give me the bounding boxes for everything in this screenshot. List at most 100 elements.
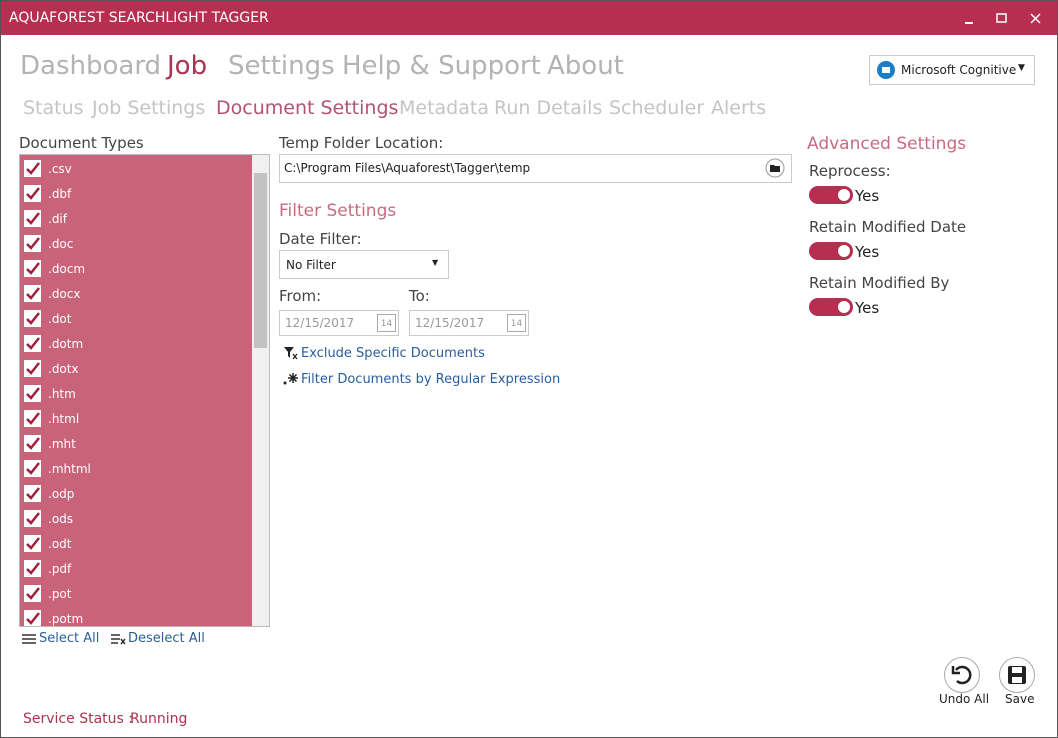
checkbox[interactable]: [24, 535, 41, 552]
check-mark: [26, 612, 40, 625]
deselect-all-icon: [111, 634, 126, 645]
document-type-label: .csv: [48, 162, 72, 176]
checkbox[interactable]: [24, 235, 41, 252]
undo-button[interactable]: [944, 657, 980, 693]
field-label: To:: [409, 287, 430, 305]
regex-icon: [283, 373, 298, 385]
checkbox[interactable]: [24, 335, 41, 352]
field-label: From:: [279, 287, 322, 305]
checkbox[interactable]: [24, 310, 41, 327]
checkbox[interactable]: [24, 460, 41, 477]
checkbox[interactable]: [24, 160, 41, 177]
toggle-switch[interactable]: [809, 186, 853, 204]
check-mark: [26, 587, 40, 600]
nav-tab[interactable]: Job: [167, 51, 208, 81]
status-label: Service Status :: [23, 711, 133, 727]
sub-tab[interactable]: Metadata: [399, 97, 489, 119]
document-type-label: .dbf: [48, 187, 72, 201]
regex-link[interactable]: Filter Documents by Regular Expression: [301, 372, 561, 387]
save-button[interactable]: [999, 657, 1035, 693]
temp-folder-input[interactable]: C:\Program Files\Aquaforest\Tagger\temp: [279, 154, 792, 183]
field-label: Date Filter:: [279, 230, 362, 248]
document-type-label: .pot: [48, 587, 72, 601]
document-type-label: .htm: [48, 387, 76, 401]
document-type-label: .potm: [48, 612, 84, 626]
toggle-switch[interactable]: [809, 242, 853, 260]
nav-tab[interactable]: Help & Support: [342, 51, 541, 81]
toggle-label: Retain Modified Date: [809, 218, 967, 236]
document-type-item: .odp: [20, 482, 252, 506]
section-heading: Advanced Settings: [807, 134, 967, 154]
checkbox[interactable]: [24, 185, 41, 202]
nav-tab[interactable]: About: [547, 51, 624, 81]
document-type-label: .dotx: [48, 362, 79, 376]
document-type-label: .dot: [48, 312, 72, 326]
checkbox[interactable]: [24, 260, 41, 277]
section-label: Document Types: [19, 134, 144, 152]
document-type-label: .docm: [48, 262, 86, 276]
calendar-button[interactable]: 14: [377, 314, 396, 332]
temp-folder-value: C:\Program Files\Aquaforest\Tagger\temp: [284, 161, 531, 175]
checkbox[interactable]: [24, 435, 41, 452]
exclude-link[interactable]: Exclude Specific Documents: [301, 346, 485, 361]
checkbox[interactable]: [24, 560, 41, 577]
date-filter-dropdown[interactable]: No Filter ▼: [279, 250, 449, 279]
check-mark: [26, 187, 40, 200]
select-all-link[interactable]: Select All: [39, 631, 100, 646]
check-mark: [26, 237, 40, 250]
toggle-switch[interactable]: [809, 298, 853, 316]
calendar-button[interactable]: 14: [507, 314, 526, 332]
check-mark: [26, 262, 40, 275]
deselect-all-link[interactable]: Deselect All: [128, 631, 205, 646]
document-type-label: .odt: [48, 537, 72, 551]
document-type-label: .docx: [48, 287, 81, 301]
sub-tab[interactable]: Job Settings: [92, 97, 206, 119]
provider-dropdown[interactable]: Microsoft Cognitive ▼: [869, 55, 1035, 85]
document-type-item: .html: [20, 407, 252, 431]
browse-button[interactable]: [765, 158, 785, 178]
check-mark: [26, 537, 40, 550]
checkbox[interactable]: [24, 360, 41, 377]
sub-tab[interactable]: Run Details: [494, 97, 603, 119]
nav-tab[interactable]: Dashboard: [20, 51, 162, 81]
toggle-knob: [838, 245, 850, 257]
sub-tab[interactable]: Alerts: [711, 97, 767, 119]
document-type-label: .doc: [48, 237, 74, 251]
document-type-item: .htm: [20, 382, 252, 406]
document-type-label: .odp: [48, 487, 75, 501]
save-label: Save: [1005, 692, 1035, 706]
checkbox[interactable]: [24, 610, 41, 626]
toggle-state: Yes: [855, 243, 880, 261]
scrollbar[interactable]: [252, 155, 269, 626]
checkbox[interactable]: [24, 410, 41, 427]
checkbox[interactable]: [24, 510, 41, 527]
checkbox[interactable]: [24, 585, 41, 602]
checkbox[interactable]: [24, 285, 41, 302]
check-mark: [26, 162, 40, 175]
document-type-label: .html: [48, 412, 80, 426]
document-type-item: .odt: [20, 532, 252, 556]
dropdown-arrow: ▼: [432, 258, 439, 267]
undo-label: Undo All: [939, 692, 990, 706]
checkbox[interactable]: [24, 210, 41, 227]
sub-tab[interactable]: Scheduler: [609, 97, 705, 119]
scroll-thumb[interactable]: [254, 173, 267, 348]
check-mark: [26, 487, 40, 500]
document-type-item: .csv: [20, 157, 252, 181]
to-date-input[interactable]: 12/15/2017 14: [409, 310, 529, 336]
checkbox[interactable]: [24, 385, 41, 402]
document-type-item: .dotx: [20, 357, 252, 381]
check-mark: [26, 312, 40, 325]
document-type-item: .dot: [20, 307, 252, 331]
sub-tab[interactable]: Document Settings: [216, 97, 399, 119]
to-date-value: 12/15/2017: [415, 316, 485, 330]
document-type-label: .mhtml: [48, 462, 91, 476]
window-controls[interactable]: [961, 11, 1051, 27]
toggle-state: Yes: [855, 187, 880, 205]
from-date-input[interactable]: 12/15/2017 14: [279, 310, 399, 336]
sub-tab[interactable]: Status: [23, 97, 84, 119]
window-title: AQUAFOREST SEARCHLIGHT TAGGER: [9, 10, 269, 26]
checkbox[interactable]: [24, 485, 41, 502]
nav-tab[interactable]: Settings: [228, 51, 335, 81]
